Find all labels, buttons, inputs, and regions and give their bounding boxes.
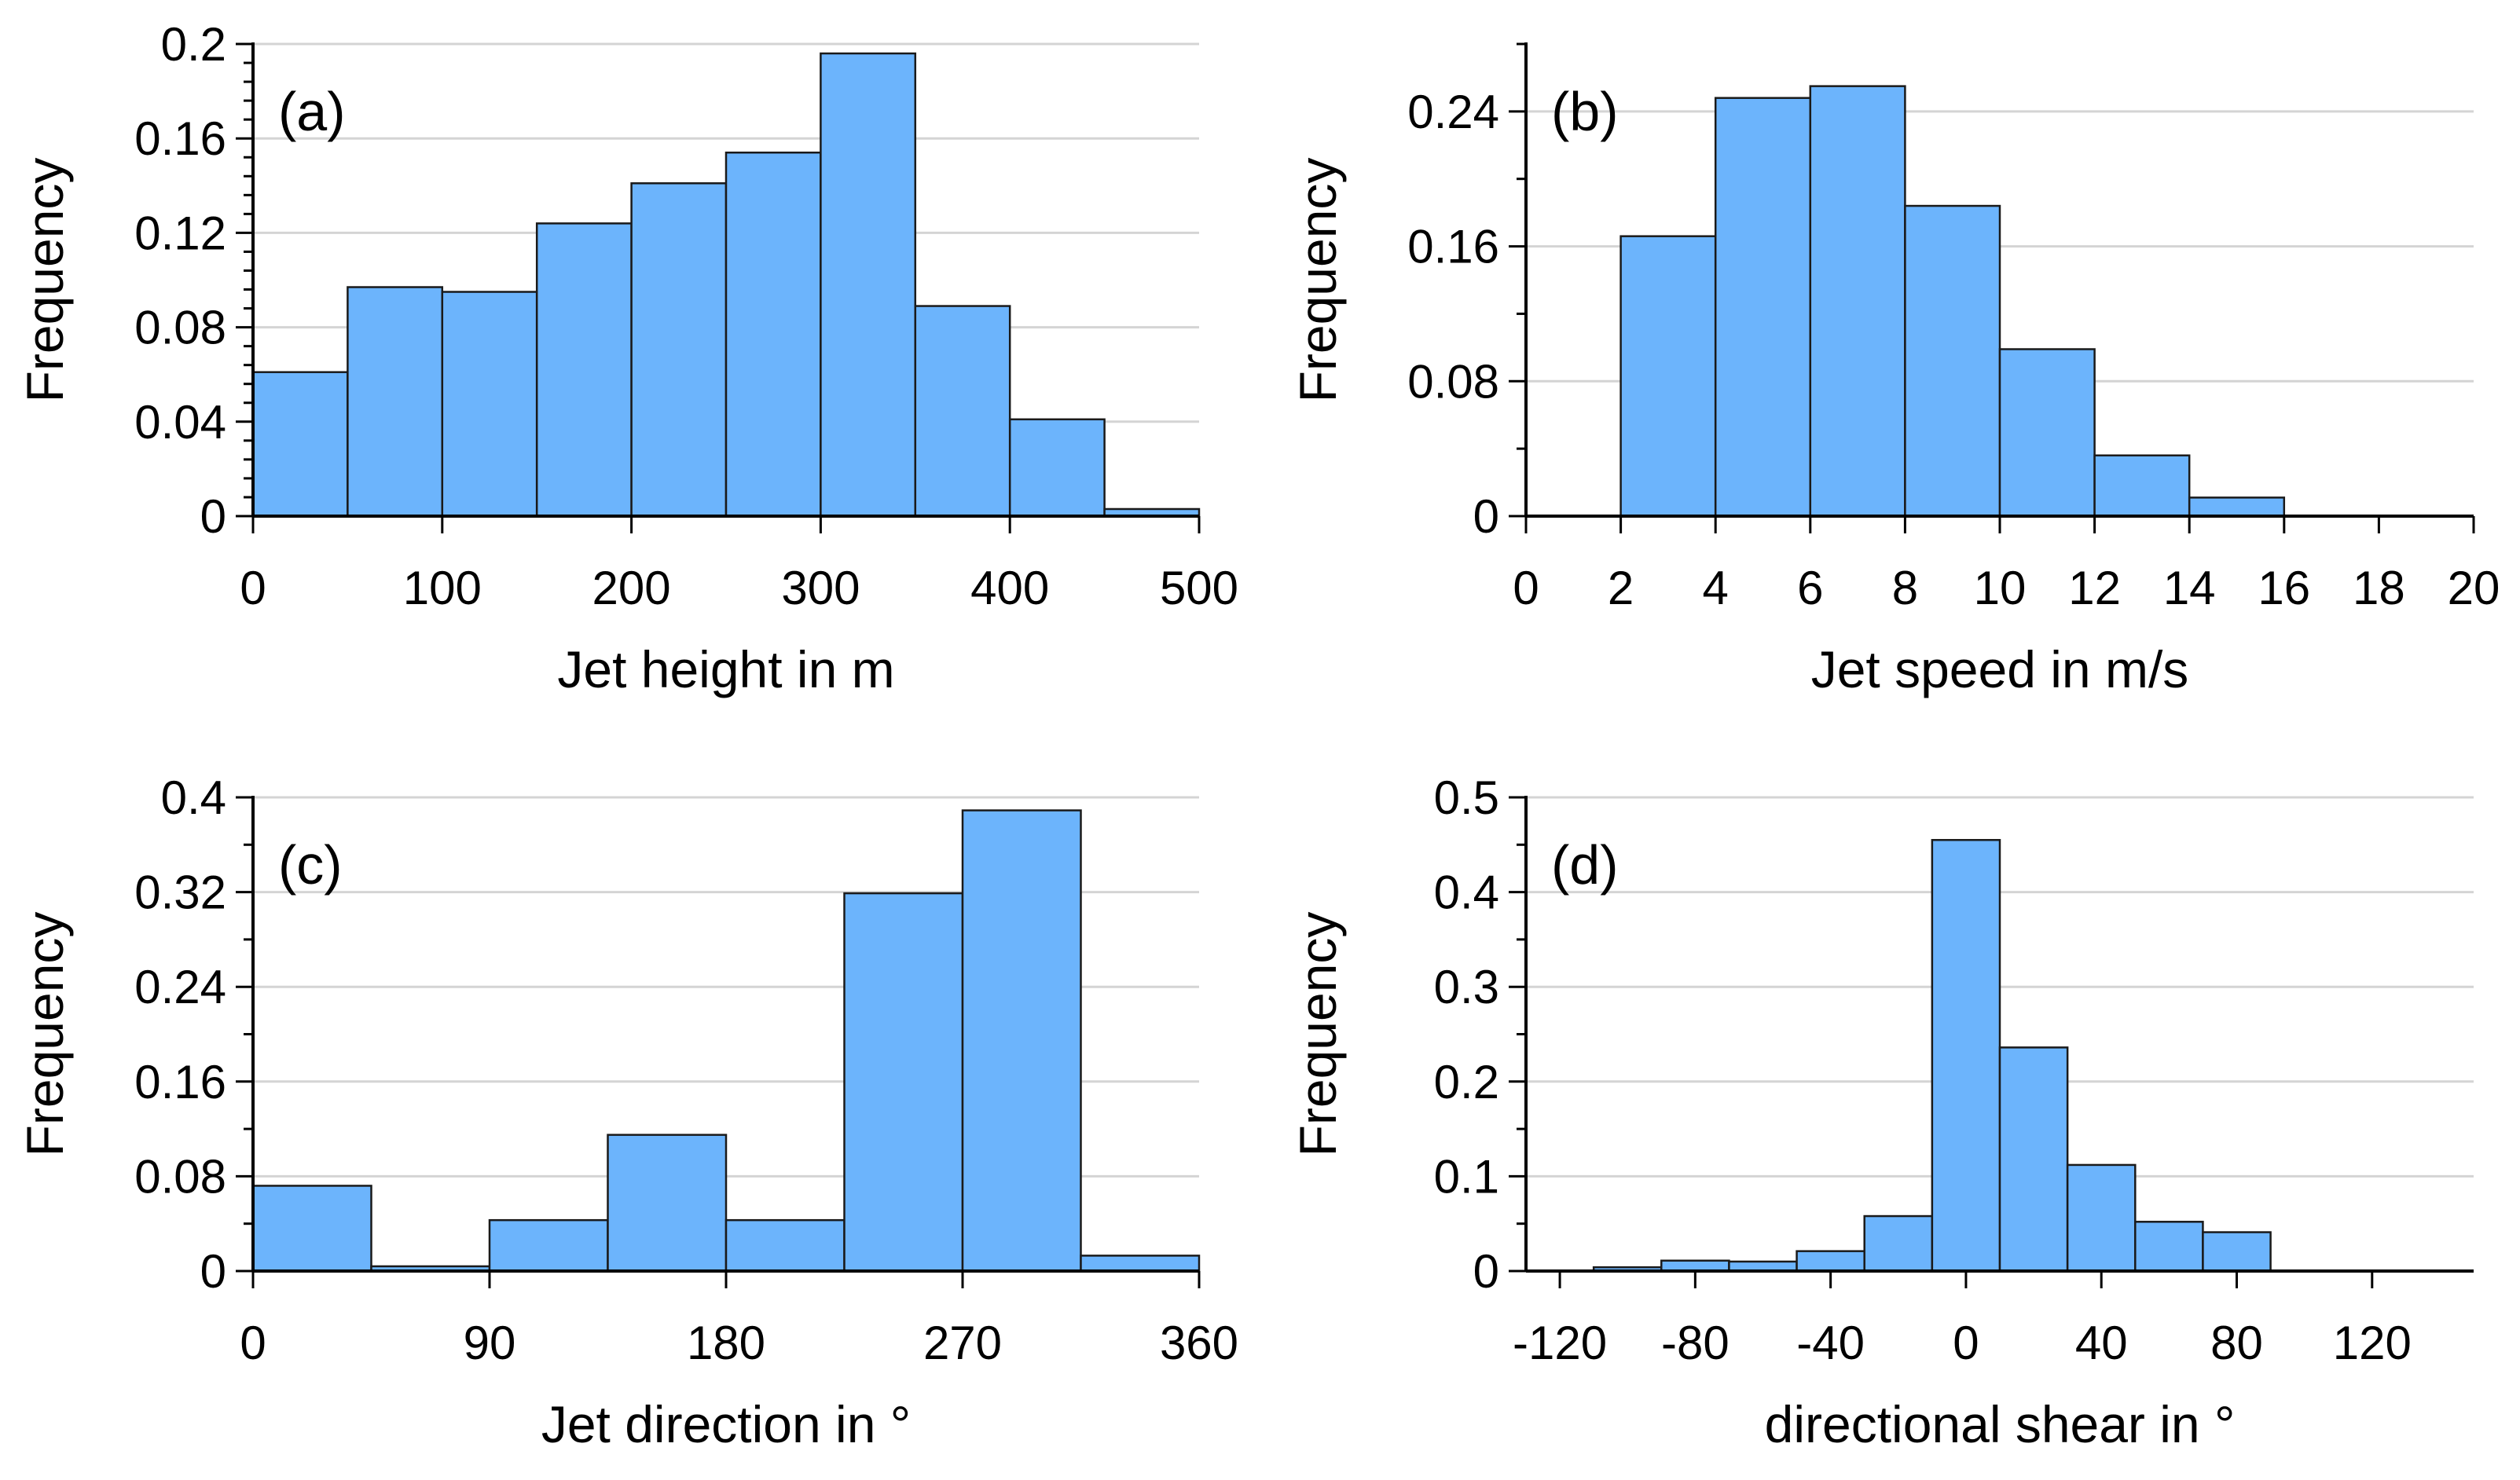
panel-label: (c)	[278, 834, 343, 896]
bar-6	[1931, 839, 2001, 1273]
y-tick-label: 0	[1473, 490, 1499, 543]
x-tick-label: 90	[464, 1317, 516, 1369]
y-tick-label: 0.08	[134, 1150, 226, 1203]
x-axis-title: Jet direction in °	[541, 1395, 911, 1453]
bar-4	[1904, 204, 2001, 518]
x-tick-label: 270	[923, 1317, 1002, 1369]
y-tick-label: 0.1	[1434, 1150, 1499, 1203]
bar-4	[607, 1134, 728, 1273]
bar-8	[2066, 1163, 2137, 1273]
y-tick-label: 0.24	[134, 961, 226, 1013]
bar-4	[535, 222, 633, 518]
chart-panel-a: 0 0.04 0.08 0.12 0.16 0.2 0 100 200 300 400 500 Jet …	[16, 18, 1238, 698]
x-tick-label: 12	[2068, 562, 2121, 614]
y-tick-label: 0.08	[134, 302, 226, 354]
chart-panel-b: 0 0.08 0.16 0.24 0 2 4 6 8 10 12 14 16 18 20 Jet speed …	[1289, 42, 2500, 698]
bar-6	[2093, 454, 2191, 518]
x-tick-label: 14	[2163, 562, 2216, 614]
bar-1	[251, 1185, 372, 1273]
bar-2	[347, 286, 444, 518]
y-tick-label: 0	[200, 490, 226, 543]
x-tick-label: 8	[1892, 562, 1918, 614]
bar-7	[820, 52, 917, 518]
chart-panel-d: 0 0.1 0.2 0.3 0.4 0.5 -120 -80 -40 0 40 80 120 direct…	[1289, 771, 2474, 1453]
x-axis-title: Jet speed in m/s	[1811, 640, 2189, 698]
bar-5	[724, 1218, 846, 1273]
x-tick-label: 6	[1797, 562, 1823, 614]
y-axis-title: Frequency	[16, 158, 74, 403]
bar-3	[488, 1218, 609, 1273]
bar-6	[843, 892, 964, 1273]
bar-2	[1714, 97, 1812, 518]
y-axis-title: Frequency	[1289, 912, 1347, 1157]
x-tick-label: 180	[687, 1317, 765, 1369]
x-tick-label: 500	[1160, 562, 1238, 614]
bar-5	[1998, 348, 2096, 518]
bar-9	[2134, 1221, 2204, 1273]
bar-5	[1863, 1214, 1934, 1273]
y-tick-label: 0.16	[134, 112, 226, 165]
chart-panel-c: 0 0.08 0.16 0.24 0.32 0.4 0 90 180 270 360 Jet dire…	[16, 771, 1238, 1453]
bar-8	[914, 305, 1011, 518]
y-tick-label: 0.3	[1434, 961, 1499, 1013]
x-tick-label: 360	[1160, 1317, 1238, 1369]
x-tick-label: 0	[1513, 562, 1539, 614]
x-tick-label: 4	[1703, 562, 1729, 614]
y-tick-label: 0	[1473, 1245, 1499, 1298]
x-tick-label: 40	[2075, 1317, 2128, 1369]
y-tick-label: 0.16	[1407, 221, 1499, 273]
x-tick-label: 100	[403, 562, 482, 614]
x-tick-label: 400	[970, 562, 1049, 614]
panel-label: (d)	[1551, 834, 1619, 896]
x-tick-label: 10	[1974, 562, 2027, 614]
y-tick-label: 0.4	[161, 771, 226, 824]
bar-6	[724, 151, 822, 518]
bar-10	[2202, 1231, 2272, 1273]
bar-1	[1619, 235, 1717, 518]
x-tick-label: 16	[2258, 562, 2310, 614]
bar-9	[1008, 418, 1106, 518]
y-tick-label: 0.2	[161, 18, 226, 71]
bar-1	[251, 371, 349, 518]
y-tick-label: 0.08	[1407, 355, 1499, 408]
y-tick-label: 0.2	[1434, 1056, 1499, 1108]
x-tick-label: 0	[240, 1317, 266, 1369]
bar-7	[961, 809, 1082, 1273]
x-tick-label: 18	[2353, 562, 2405, 614]
y-tick-label: 0.4	[1434, 866, 1499, 919]
x-axis-title: directional shear in °	[1765, 1395, 2236, 1453]
panel-label: (b)	[1551, 81, 1619, 142]
bar-7	[1998, 1046, 2069, 1273]
x-tick-label: 0	[240, 562, 266, 614]
bar-5	[630, 182, 728, 518]
y-tick-label: 0.5	[1434, 771, 1499, 824]
x-tick-label: 120	[2333, 1317, 2412, 1369]
x-tick-label: -40	[1796, 1317, 1865, 1369]
bar-4	[1796, 1250, 1865, 1273]
y-axis-title: Frequency	[16, 912, 74, 1157]
y-tick-label: 0.16	[134, 1056, 226, 1108]
y-tick-label: 0.32	[134, 866, 226, 919]
y-tick-label: 0.12	[134, 207, 226, 259]
y-axis-title: Frequency	[1289, 158, 1347, 403]
x-tick-label: 0	[1953, 1317, 1979, 1369]
y-tick-label: 0.04	[134, 396, 226, 449]
x-tick-label: 2	[1608, 562, 1634, 614]
bar-7	[2188, 496, 2286, 518]
x-tick-label: -120	[1513, 1317, 1607, 1369]
y-tick-label: 0.24	[1407, 86, 1499, 138]
y-tick-label: 0	[200, 1245, 226, 1298]
panel-label: (a)	[278, 81, 346, 142]
bar-3	[1809, 85, 1906, 518]
bar-8	[1080, 1255, 1201, 1273]
x-tick-label: -80	[1661, 1317, 1730, 1369]
x-tick-label: 200	[592, 562, 671, 614]
x-axis-title: Jet height in m	[557, 640, 894, 698]
bar-3	[441, 291, 538, 518]
x-tick-label: 80	[2210, 1317, 2263, 1369]
x-tick-label: 20	[2448, 562, 2500, 614]
x-tick-label: 300	[781, 562, 860, 614]
